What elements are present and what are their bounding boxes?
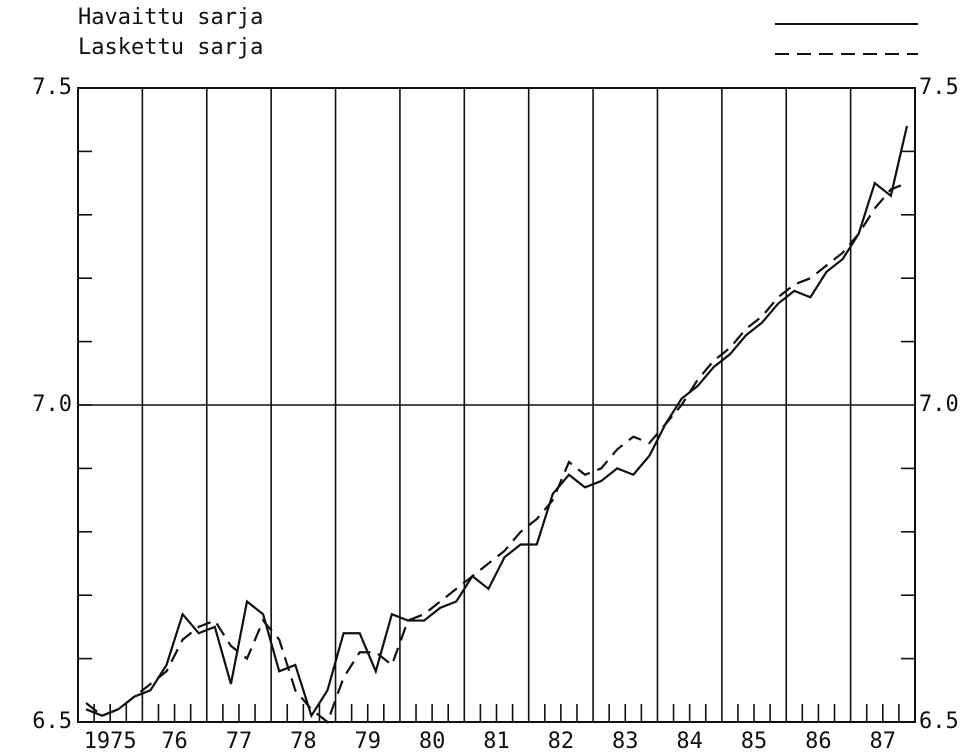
y2-tick-label: 6.5 [919,709,959,734]
x-tick-label: 79 [354,729,381,753]
x-tick-label: 81 [483,729,510,753]
x-tick-label: 86 [805,729,832,753]
x-tick-label: 84 [676,729,703,753]
y-tick-label: 7.0 [32,392,72,417]
series-line [85,125,909,719]
x-tick-label: 85 [741,729,768,753]
y-tick-label: 6.5 [32,709,72,734]
series-line [85,182,908,724]
y2-tick-label: 7.5 [919,75,959,100]
x-tick-label: 1975 [84,729,137,753]
x-tick-label: 76 [161,729,188,753]
x-tick-label: 78 [290,729,317,753]
x-tick-label: 77 [226,729,253,753]
legend-label: Laskettu sarja [78,35,263,60]
x-tick-label: 82 [548,729,575,753]
y-tick-label: 7.5 [32,75,72,100]
x-tick-label: 87 [870,729,897,753]
x-tick-label: 83 [612,729,639,753]
y2-tick-label: 7.0 [919,392,959,417]
x-tick-label: 80 [419,729,446,753]
legend-label: Havaittu sarja [78,5,263,30]
